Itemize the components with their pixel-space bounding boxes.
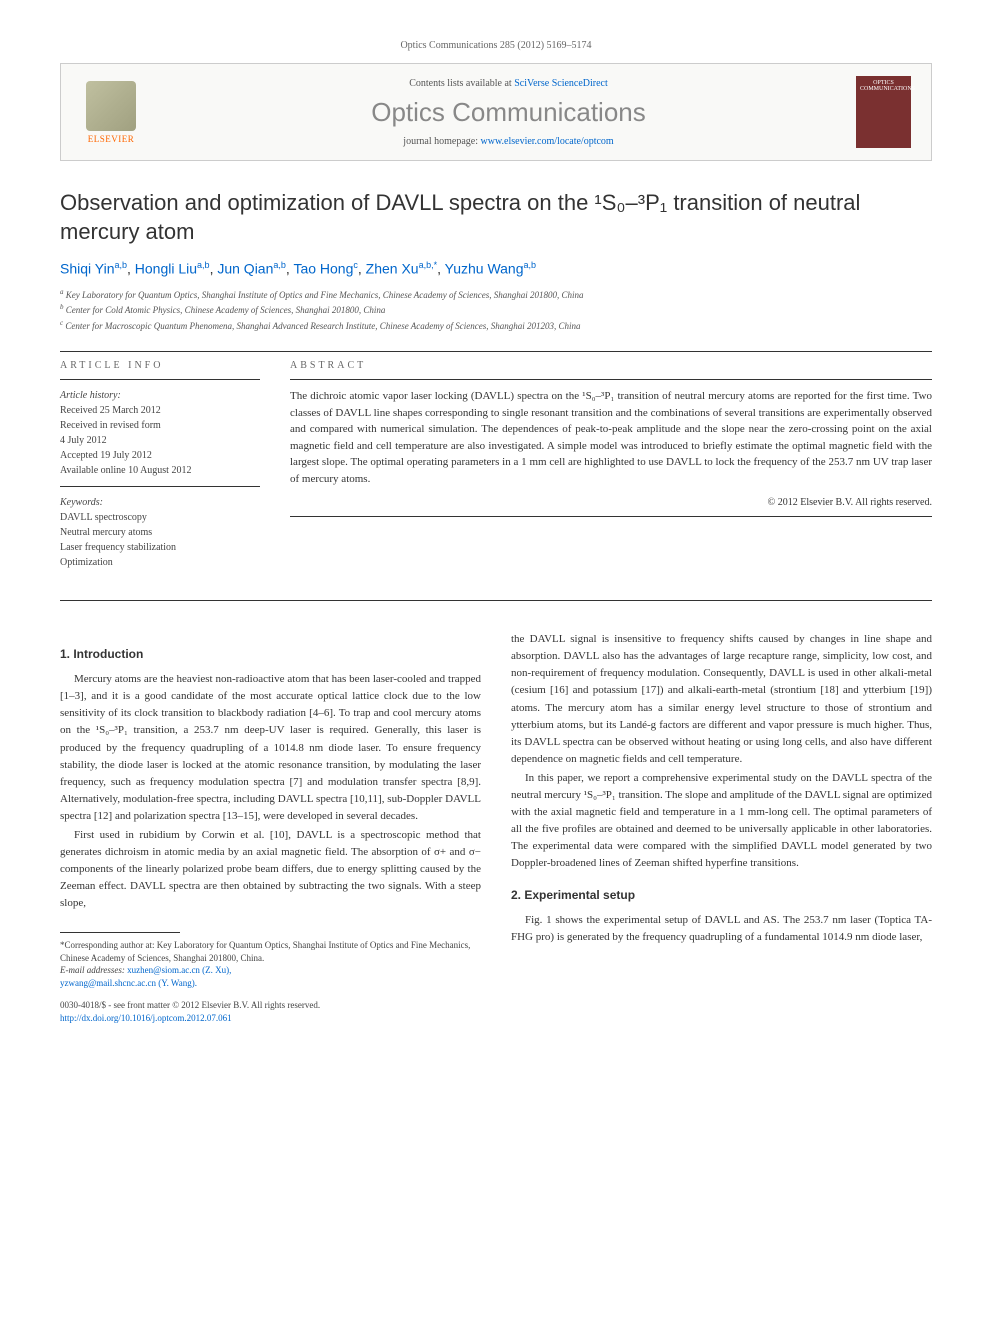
email-footnote: yzwang@mail.shcnc.ac.cn (Y. Wang).: [60, 977, 481, 990]
divider: [60, 379, 260, 380]
body-paragraph: First used in rubidium by Corwin et al. …: [60, 827, 481, 912]
body-paragraph: Fig. 1 shows the experimental setup of D…: [511, 912, 932, 946]
keyword-item: Laser frequency stabilization: [60, 540, 260, 555]
author-sup: a,b,*: [419, 260, 438, 270]
author-sup: c: [353, 260, 358, 270]
history-item: Received in revised form: [60, 418, 260, 433]
author-sup: a,b: [273, 260, 286, 270]
keyword-item: DAVLL spectroscopy: [60, 510, 260, 525]
email-footnote: E-mail addresses: xuzhen@siom.ac.cn (Z. …: [60, 964, 481, 977]
aff-sup: b: [60, 303, 64, 311]
divider: [60, 351, 932, 352]
body-paragraph: the DAVLL signal is insensitive to frequ…: [511, 631, 932, 767]
affiliation-line: c Center for Macroscopic Quantum Phenome…: [60, 318, 932, 334]
divider: [60, 600, 932, 601]
keyword-item: Optimization: [60, 555, 260, 570]
sciverse-link[interactable]: SciVerse ScienceDirect: [514, 78, 608, 89]
right-column: the DAVLL signal is insensitive to frequ…: [511, 631, 932, 1024]
author-name[interactable]: Jun Qian: [217, 261, 273, 277]
body-columns: 1. Introduction Mercury atoms are the he…: [60, 631, 932, 1024]
doi-block: 0030-4018/$ - see front matter © 2012 El…: [60, 999, 481, 1024]
abstract-text: The dichroic atomic vapor laser locking …: [290, 388, 932, 487]
authors-line: Shiqi Yina,b, Hongli Liua,b, Jun Qiana,b…: [60, 260, 932, 277]
elsevier-label: ELSEVIER: [88, 134, 135, 144]
author-name[interactable]: Shiqi Yin: [60, 261, 114, 277]
history-item: Received 25 March 2012: [60, 403, 260, 418]
issn-line: 0030-4018/$ - see front matter © 2012 El…: [60, 999, 481, 1012]
author-name[interactable]: Tao Hong: [293, 261, 353, 277]
affiliations: a Key Laboratory for Quantum Optics, Sha…: [60, 287, 932, 334]
doi-link[interactable]: http://dx.doi.org/10.1016/j.optcom.2012.…: [60, 1012, 481, 1025]
article-info-heading: ARTICLE INFO: [60, 360, 260, 371]
footnote-separator: [60, 932, 180, 933]
divider: [290, 379, 932, 380]
article-info-column: ARTICLE INFO Article history: Received 2…: [60, 360, 260, 570]
body-paragraph: Mercury atoms are the heaviest non-radio…: [60, 671, 481, 824]
aff-text: Key Laboratory for Quantum Optics, Shang…: [66, 290, 584, 300]
keywords-label: Keywords:: [60, 495, 260, 510]
elsevier-tree-icon: [86, 81, 136, 131]
homepage-line: journal homepage: www.elsevier.com/locat…: [161, 136, 856, 147]
author-sup: a,b: [524, 260, 537, 270]
aff-sup: a: [60, 288, 64, 296]
history-label: Article history:: [60, 388, 260, 403]
body-paragraph: In this paper, we report a comprehensive…: [511, 770, 932, 872]
affiliation-line: b Center for Cold Atomic Physics, Chines…: [60, 302, 932, 318]
abstract-heading: ABSTRACT: [290, 360, 932, 371]
homepage-link[interactable]: www.elsevier.com/locate/optcom: [481, 136, 614, 147]
journal-cover-thumbnail: OPTICS COMMUNICATIONS: [856, 76, 911, 148]
section-heading-intro: 1. Introduction: [60, 647, 481, 661]
aff-text: Center for Cold Atomic Physics, Chinese …: [66, 305, 386, 315]
section-heading-setup: 2. Experimental setup: [511, 888, 932, 902]
divider: [60, 486, 260, 487]
author-name[interactable]: Hongli Liu: [135, 261, 197, 277]
history-item: Available online 10 August 2012: [60, 463, 260, 478]
contents-available-line: Contents lists available at SciVerse Sci…: [161, 78, 856, 89]
article-title: Observation and optimization of DAVLL sp…: [60, 189, 932, 246]
elsevier-logo: ELSEVIER: [81, 77, 141, 147]
contents-available-text: Contents lists available at: [409, 78, 514, 89]
history-item: Accepted 19 July 2012: [60, 448, 260, 463]
author-sup: a,b: [114, 260, 127, 270]
corresponding-author-footnote: *Corresponding author at: Key Laboratory…: [60, 939, 481, 964]
abstract-column: ABSTRACT The dichroic atomic vapor laser…: [290, 360, 932, 570]
email-link[interactable]: yzwang@mail.shcnc.ac.cn (Y. Wang).: [60, 978, 197, 988]
left-column: 1. Introduction Mercury atoms are the he…: [60, 631, 481, 1024]
aff-sup: c: [60, 319, 63, 327]
aff-text: Center for Macroscopic Quantum Phenomena…: [65, 321, 580, 331]
affiliation-line: a Key Laboratory for Quantum Optics, Sha…: [60, 287, 932, 303]
email-link[interactable]: xuzhen@siom.ac.cn (Z. Xu),: [127, 965, 231, 975]
keyword-item: Neutral mercury atoms: [60, 525, 260, 540]
author-name[interactable]: Zhen Xu: [366, 261, 419, 277]
author-name[interactable]: Yuzhu Wang: [445, 261, 524, 277]
emails-label: E-mail addresses:: [60, 965, 127, 975]
history-item: 4 July 2012: [60, 433, 260, 448]
header-citation: Optics Communications 285 (2012) 5169–51…: [60, 40, 932, 51]
author-sup: a,b: [197, 260, 210, 270]
homepage-label: journal homepage:: [403, 136, 480, 147]
journal-header-box: ELSEVIER Contents lists available at Sci…: [60, 63, 932, 161]
copyright: © 2012 Elsevier B.V. All rights reserved…: [290, 497, 932, 508]
journal-name: Optics Communications: [161, 97, 856, 128]
divider: [290, 516, 932, 517]
